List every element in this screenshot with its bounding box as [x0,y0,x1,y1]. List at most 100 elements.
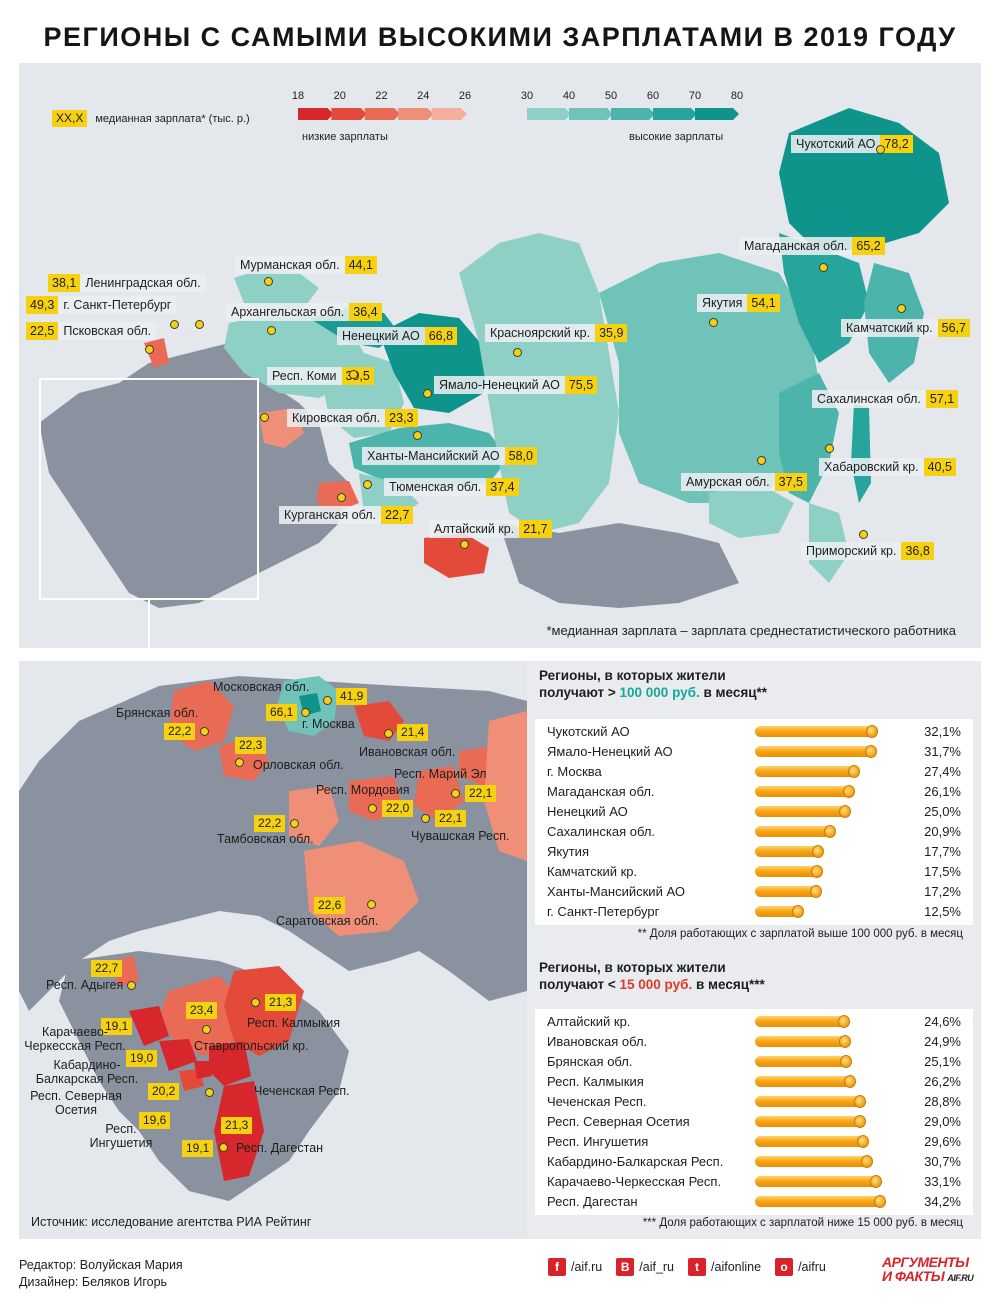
stat-percent: 25,0% [924,804,961,819]
stat-row: Магаданская обл. 26,1% [535,781,973,801]
aif-logo[interactable]: АРГУМЕНТЫ И ФАКТЫ AIF.RU [882,1255,982,1289]
map-label-stavropol: Ставропольский кр. [194,1039,309,1053]
map-value-mordovia: 22,0 [382,800,414,817]
map-region-east-red [484,711,527,861]
map-label-khabarovsk: Хабаровский кр. 40,5 [819,458,956,476]
map-label-mordovia: Респ. Мордовия [316,783,410,797]
map-value-kbr: 19,0 [126,1050,158,1067]
stat-bar [755,905,805,918]
stat-region-name: Респ. Северная Осетия [547,1114,690,1129]
stat-row: г. Санкт-Петербург 12,5% [535,901,973,921]
stat-region-name: Сахалинская обл. [547,824,656,839]
legend-tick-label: 22 [375,90,388,102]
social-link[interactable]: f/aif.ru [548,1258,602,1276]
map-label-moscow-obl: Московская обл. [213,680,310,694]
stat-bar-cap [856,1135,869,1148]
low-stats-table: Алтайский кр. 24,6% Ивановская обл. 24,9% Бр… [535,1009,973,1215]
central-russia-panel: Московская обл. 41,9 66,1 г. Москва Брян… [19,661,981,1239]
high-stats-note: ** Доля работающих с зарплатой выше 100 … [637,928,963,940]
map-label-adygea: Респ. Адыгея [46,978,124,992]
stat-row: Алтайский кр. 24,6% [535,1011,973,1031]
legend-tick-label: 30 [520,90,534,102]
legend-tick-label: 26 [458,90,472,102]
map-marker [876,145,885,154]
stat-region-name: Якутия [547,844,589,859]
map-label-nenets: Ненецкий АО 66,8 [337,327,458,345]
stat-bar-cap [823,825,836,838]
stat-bar-cap [811,865,823,878]
map-label-amur: Амурская обл. 37,5 [681,473,807,491]
stat-percent: 32,1% [924,724,961,739]
map-marker [421,814,430,823]
social-link[interactable]: В/aif_ru [616,1258,674,1276]
legend-scale-segment [653,108,697,120]
stat-bar [755,1055,852,1068]
stat-bar [755,825,836,838]
stat-percent: 34,2% [924,1194,961,1209]
map-label-ivanovo: Ивановская обл. [359,745,456,759]
stat-row: Ямало-Ненецкий АО 31,7% [535,741,973,761]
legend-key: XX,X медианная зарплата* (тыс. р.) [52,110,250,127]
map-label-magadan: Магаданская обл. 65,2 [739,237,885,255]
map-label-krasnoyarsk: Красноярский кр. 35,9 [485,324,628,342]
stat-row: Ханты-Мансийский АО 17,2% [535,881,973,901]
map-marker [819,263,828,272]
stat-percent: 17,2% [924,884,961,899]
map-value-ingushetia: 19,6 [139,1112,171,1129]
map-marker [423,389,432,398]
map-label-tyumen: Тюменская обл. 37,4 [384,478,519,496]
legend-tick-label: 40 [562,90,576,102]
stat-region-name: г. Москва [547,764,602,779]
map-label-bryansk: Брянская обл. [116,706,199,720]
map-region-murmansk [234,268,319,313]
legend-scale-segment [695,108,739,120]
stat-percent: 17,5% [924,864,961,879]
stat-bar-cap [838,1035,851,1048]
map-marker [219,1143,228,1152]
stat-bar-cap [843,1075,856,1088]
vk-icon: В [616,1258,635,1276]
stat-bar [755,845,824,858]
map-label-chukotka: Чукотский АО 78,2 [791,135,913,153]
stat-percent: 27,4% [924,764,961,779]
legend-tick-label: 70 [688,90,702,102]
stat-percent: 24,6% [924,1014,961,1029]
stat-bar-cap [837,1015,850,1028]
legend-scale-segment [527,108,571,120]
stat-row: Респ. Ингушетия 29,6% [535,1131,973,1151]
map-region-yakutia [599,253,819,503]
stat-bar-cap [792,905,805,918]
stat-bar-cap [809,885,822,898]
map-marker [859,530,868,539]
stat-region-name: Ивановская обл. [547,1034,648,1049]
stat-region-name: Камчатский кр. [547,864,638,879]
map-marker [301,708,310,717]
facebook-icon: f [548,1258,566,1276]
stats-panel: Регионы, в которых жители получают > 100… [527,661,981,1239]
stat-region-name: Респ. Калмыкия [547,1074,644,1089]
social-link[interactable]: t/aifonline [688,1258,761,1276]
map-value-moscow: 66,1 [266,704,298,721]
map-marker [290,819,299,828]
legend-tick-label: 20 [333,90,346,102]
stat-bar [755,1015,850,1028]
stat-row: Кабардино-Балкарская Респ. 30,7% [535,1151,973,1171]
map-value-dagestan: 19,1 [182,1140,214,1157]
map-marker [384,729,393,738]
social-link-text: /aif.ru [571,1260,603,1274]
legend-key-text: медианная зарплата* (тыс. р.) [95,112,250,125]
map-marker [363,480,372,489]
stat-region-name: Респ. Ингушетия [547,1134,649,1149]
map-base-grey [19,676,527,1011]
stat-percent: 26,2% [924,1074,961,1089]
map-region-chuvash [414,766,464,821]
stat-row: Карачаево-Черкесская Респ. 33,1% [535,1171,973,1191]
stat-row: г. Москва 27,4% [535,761,973,781]
social-link[interactable]: о/aifru [775,1258,826,1276]
map-marker [195,320,204,329]
map-region-tambov [289,786,339,846]
legend-scale-segment [364,108,401,120]
twitter-icon: t [688,1258,707,1276]
map-marker [170,320,179,329]
stat-row: Респ. Северная Осетия 29,0% [535,1111,973,1131]
